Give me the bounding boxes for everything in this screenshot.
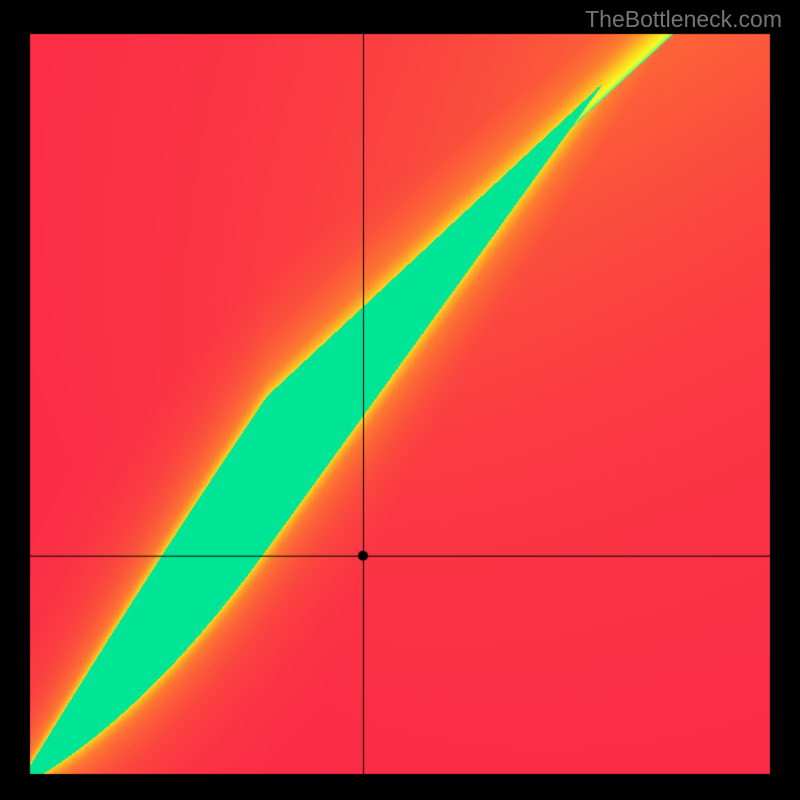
watermark-text: TheBottleneck.com: [585, 6, 782, 33]
bottleneck-heatmap: [0, 0, 800, 800]
